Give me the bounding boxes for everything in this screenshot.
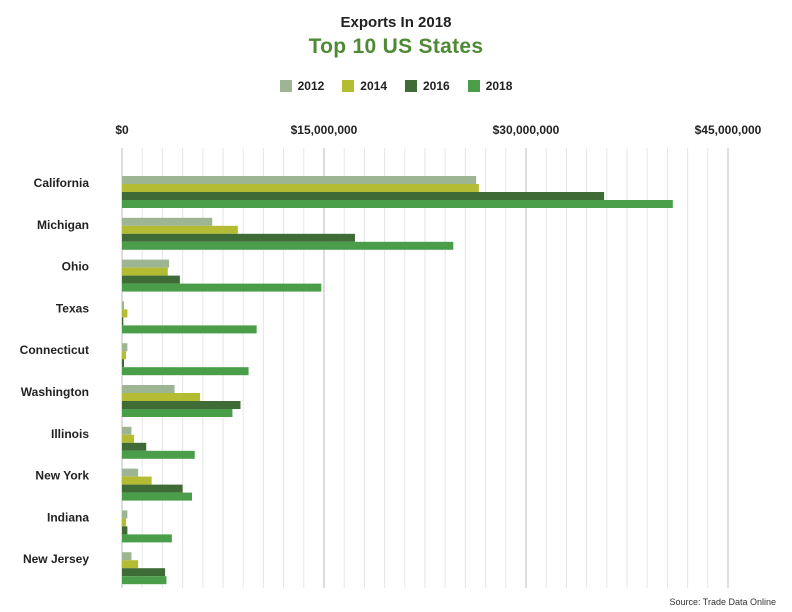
bar-2014 (122, 476, 152, 485)
bar-2016 (122, 275, 180, 284)
source-note: Source: Trade Data Online (669, 597, 776, 607)
bar-2014 (122, 225, 238, 234)
bar-2012 (122, 426, 132, 435)
category-label: California (34, 176, 90, 190)
bar-2012 (122, 217, 213, 226)
bar-2014 (122, 393, 201, 401)
bar-2018 (122, 409, 233, 417)
bar-2014 (122, 434, 135, 443)
legend-swatch-2016 (405, 80, 417, 92)
legend-label-2018: 2018 (485, 79, 513, 93)
legend-item-2012: 2012 (279, 79, 325, 93)
legend-label-2012: 2012 (297, 79, 325, 93)
bar-2018 (122, 241, 454, 250)
category-label: Illinois (51, 427, 89, 441)
bar-2014 (122, 309, 128, 318)
bar-2018 (122, 534, 172, 543)
legend-item-2014: 2014 (342, 79, 387, 93)
legend-swatch-2014 (342, 80, 355, 92)
category-label: New York (35, 469, 89, 483)
bar-2012 (122, 259, 170, 268)
bar-2012 (122, 176, 477, 184)
bar-2012 (122, 468, 139, 477)
x-tick-label: $0 (115, 123, 129, 137)
bar-2018 (122, 283, 322, 292)
bar-2018 (122, 450, 195, 459)
bar-2014 (122, 351, 127, 360)
category-label: New Jersey (23, 552, 89, 566)
bar-2014 (122, 560, 139, 569)
bar-2016 (122, 233, 355, 242)
x-tick-label: $15,000,000 (291, 123, 358, 137)
legend-swatch-2012 (279, 80, 292, 92)
bar-2018 (122, 367, 249, 376)
legend-label-2014: 2014 (360, 79, 387, 93)
chart-title: Top 10 US States (308, 35, 484, 58)
x-tick-label: $30,000,000 (493, 123, 560, 137)
bar-2012 (122, 385, 175, 393)
category-label: Michigan (37, 218, 89, 232)
bar-2014 (122, 518, 127, 527)
bar-2018 (122, 492, 193, 501)
bar-2012 (122, 301, 125, 310)
bar-2016 (122, 442, 147, 451)
x-tick-label: $45,000,000 (695, 123, 762, 137)
category-label: Ohio (62, 260, 89, 274)
bar-2016 (122, 568, 166, 577)
category-label: Washington (21, 385, 89, 399)
bar-2012 (122, 552, 132, 561)
bar-2016 (122, 359, 125, 368)
legend-label-2016: 2016 (423, 79, 450, 93)
legend-item-2016: 2016 (405, 79, 450, 93)
bar-2016 (122, 401, 241, 409)
bar-2012 (122, 510, 128, 519)
bar-2016 (122, 526, 128, 535)
bar-2018 (122, 576, 167, 585)
legend-item-2018: 2018 (467, 79, 513, 93)
bar-2014 (122, 267, 168, 276)
bar-2016 (122, 484, 183, 493)
category-label: Connecticut (20, 343, 89, 357)
bar-2012 (122, 343, 128, 352)
legend: 2012 2014 2016 2018 (0, 79, 792, 93)
legend-swatch-2018 (467, 80, 480, 92)
bar-2018 (122, 325, 257, 334)
chart-subtitle: Exports In 2018 (340, 14, 452, 31)
bar-2016 (122, 192, 605, 200)
bar-2018 (122, 200, 673, 208)
bar-2016 (122, 317, 124, 326)
bar-2014 (122, 184, 479, 192)
category-label: Texas (56, 301, 89, 315)
category-label: Indiana (47, 510, 89, 524)
